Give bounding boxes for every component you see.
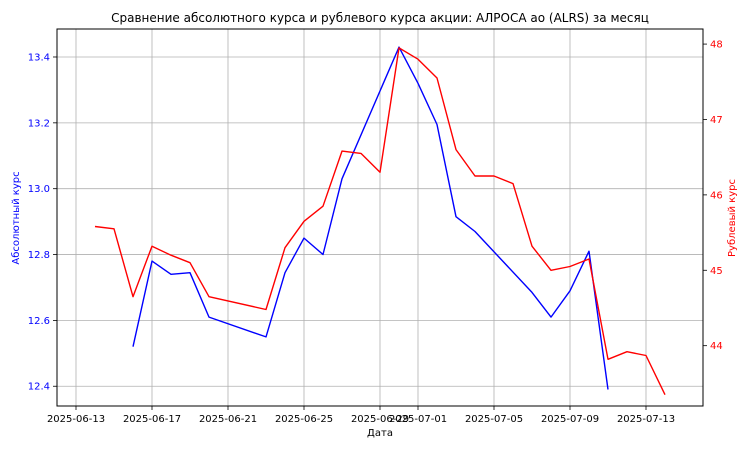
y-right-tick-label: 48 xyxy=(710,40,723,51)
x-tick-label: 2025-07-01 xyxy=(389,414,447,425)
y-right-tick-label: 46 xyxy=(710,190,723,201)
x-tick-label: 2025-07-13 xyxy=(617,414,675,425)
y-left-tick-label: 12.4 xyxy=(28,382,50,393)
y-right-tick-label: 44 xyxy=(710,341,723,352)
chart-title: Сравнение абсолютного курса и рублевого … xyxy=(111,11,649,25)
y-left-tick-label: 12.6 xyxy=(28,316,50,327)
x-tick-label: 2025-06-17 xyxy=(123,414,181,425)
y-axis-right-title: Рублевый курс xyxy=(727,179,738,257)
y-left-tick-label: 12.8 xyxy=(28,250,50,261)
y-left-tick-label: 13.4 xyxy=(28,52,50,63)
x-tick-label: 2025-07-05 xyxy=(465,414,523,425)
x-tick-label: 2025-06-21 xyxy=(199,414,257,425)
x-tick-label: 2025-07-09 xyxy=(541,414,599,425)
x-tick-label: 2025-06-29 xyxy=(351,414,409,425)
y-left-tick-label: 13.2 xyxy=(28,118,50,129)
y-axis-left-title: Абсолютный курс xyxy=(11,171,22,264)
series-layer xyxy=(94,46,666,396)
y-right-tick-label: 47 xyxy=(710,115,723,126)
y-axis-right: 44 45 46 47 48 xyxy=(703,40,723,352)
y-axis-left: 12.4 12.6 12.8 13.0 13.2 13.4 xyxy=(28,52,57,393)
grid xyxy=(57,29,703,406)
x-tick-label: 2025-06-13 xyxy=(47,414,105,425)
ruble-price-line xyxy=(94,47,666,396)
x-axis-title: Дата xyxy=(367,428,393,439)
y-right-tick-label: 45 xyxy=(710,266,723,277)
x-tick-label: 2025-06-25 xyxy=(275,414,333,425)
x-axis: 2025-06-13 2025-06-17 2025-06-21 2025-06-25… xyxy=(47,406,675,425)
absolute-price-line xyxy=(132,46,609,390)
y-left-tick-label: 13.0 xyxy=(28,184,50,195)
